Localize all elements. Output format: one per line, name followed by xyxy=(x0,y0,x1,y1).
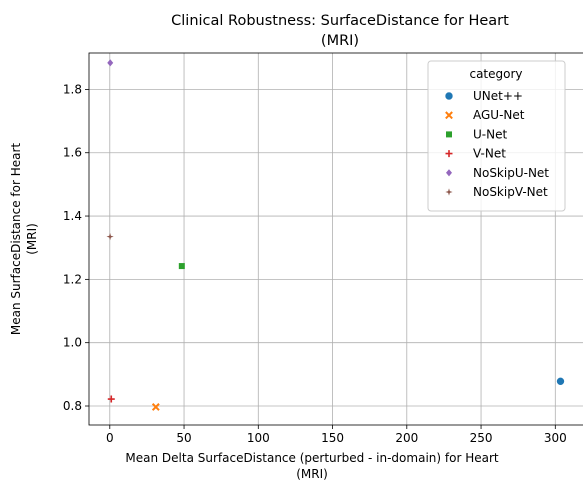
legend-entry-label: AGU-Net xyxy=(473,108,525,122)
legend-title: category xyxy=(469,67,522,81)
legend-marker xyxy=(445,188,453,196)
data-point xyxy=(106,233,114,241)
legend-items: UNet++ AGU-Net U-Net V-Net NoSkipU-Net NoSkip… xyxy=(444,89,549,199)
y-tick-label: 1.0 xyxy=(63,336,82,350)
chart-title-line-2: (MRI) xyxy=(321,33,359,49)
y-axis-label-line-2: (MRI) xyxy=(25,223,39,255)
legend-marker xyxy=(445,150,453,158)
data-point xyxy=(107,59,114,67)
legend-marker xyxy=(445,111,453,120)
data-points xyxy=(106,59,565,411)
x-tick-label: 250 xyxy=(470,431,493,445)
y-axis-ticks: 0.8 1.0 1.2 1.4 1.6 1.8 xyxy=(63,82,89,413)
x-tick-label: 200 xyxy=(395,431,418,445)
y-tick-label: 1.8 xyxy=(63,82,82,96)
x-tick-label: 100 xyxy=(247,431,270,445)
y-tick-label: 1.4 xyxy=(63,209,82,223)
y-tick-label: 0.8 xyxy=(63,399,82,413)
legend-marker xyxy=(446,169,452,177)
plot-frame xyxy=(88,52,583,426)
x-tick-label: 0 xyxy=(106,431,114,445)
x-axis-ticks: 0 50 100 150 200 250 300 xyxy=(106,425,567,445)
legend-entry-label: V-Net xyxy=(473,147,506,161)
legend-entry-label: NoSkipU-Net xyxy=(473,166,549,180)
data-point xyxy=(107,395,115,403)
x-tick-label: 150 xyxy=(321,431,344,445)
data-point xyxy=(178,263,185,270)
legend-marker xyxy=(444,91,454,101)
x-tick-label: 300 xyxy=(544,431,567,445)
x-axis-label-line-1: Mean Delta SurfaceDistance (perturbed - … xyxy=(125,451,498,465)
legend-entry-label: NoSkipV-Net xyxy=(473,185,548,199)
legend: category UNet++ AGU-Net U-Net V-Net NoSkipU-… xyxy=(427,60,566,212)
data-point xyxy=(151,403,160,411)
data-point xyxy=(556,377,565,386)
y-tick-label: 1.2 xyxy=(63,272,82,286)
y-axis-label-line-1: Mean SurfaceDistance for Heart xyxy=(9,143,23,336)
legend-entry-label: U-Net xyxy=(473,127,507,141)
legend-entry-label: UNet++ xyxy=(473,89,523,103)
chart-title-line-1: Clinical Robustness: SurfaceDistance for… xyxy=(171,13,509,29)
x-tick-label: 50 xyxy=(176,431,191,445)
y-tick-label: 1.6 xyxy=(63,146,82,160)
legend-marker xyxy=(446,131,452,138)
legend-box xyxy=(427,60,566,212)
x-axis-label-line-2: (MRI) xyxy=(296,467,328,481)
